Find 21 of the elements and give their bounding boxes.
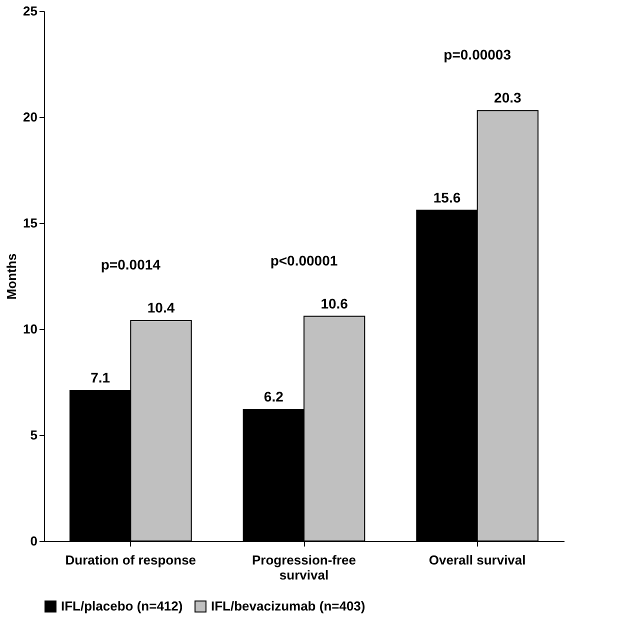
x-tick-label: Duration of response <box>65 552 196 568</box>
y-tick-label: 0 <box>30 534 38 548</box>
y-tick-label: 20 <box>23 110 38 124</box>
x-tick-label: Overall survival <box>428 552 526 568</box>
annotation: p=0.0014 <box>100 256 161 273</box>
annotation: p<0.00001 <box>270 252 338 268</box>
data-label: 6.2 <box>264 388 284 405</box>
data-label: 10.4 <box>147 300 175 316</box>
y-tick-label: 25 <box>23 4 38 18</box>
data-label: 20.3 <box>494 90 522 106</box>
x-tick-label: Progression-free survival <box>252 552 356 582</box>
annotation: p=0.00003 <box>444 46 512 63</box>
data-label: 7.1 <box>90 369 110 386</box>
y-tick-label: 10 <box>23 322 38 336</box>
y-tick-label: 15 <box>23 216 38 230</box>
data-label: 10.6 <box>320 295 348 312</box>
legend-label: IFL/bevacizumab (n=403) <box>211 598 366 614</box>
data-label: 15.6 <box>433 189 461 206</box>
y-axis-title: Months <box>4 253 20 300</box>
legend-label: IFL/placebo (n=412) <box>61 598 183 614</box>
y-tick-label: 5 <box>30 428 38 442</box>
